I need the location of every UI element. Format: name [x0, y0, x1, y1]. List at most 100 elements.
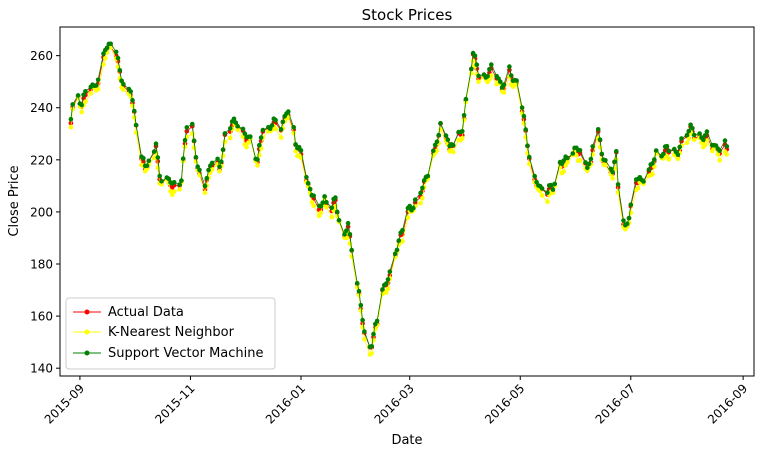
- data-point: [635, 185, 641, 191]
- data-point: [476, 79, 481, 84]
- data-point: [311, 203, 317, 208]
- data-point: [219, 159, 224, 164]
- data-point: [157, 173, 162, 179]
- data-point: [217, 168, 222, 174]
- data-point: [182, 144, 188, 150]
- data-point: [177, 187, 182, 192]
- data-point: [610, 169, 615, 175]
- data-point: [278, 135, 284, 140]
- data-point: [717, 158, 722, 163]
- data-point: [610, 175, 615, 181]
- data-point: [641, 179, 646, 184]
- legend-marker: [84, 350, 90, 356]
- data-point: [650, 161, 655, 166]
- data-point: [291, 125, 297, 130]
- data-point: [246, 140, 251, 145]
- data-point: [81, 92, 86, 98]
- legend-label: K-Nearest Neighbor: [108, 325, 235, 340]
- data-point: [383, 290, 389, 295]
- data-point: [75, 93, 81, 98]
- data-point: [222, 139, 228, 145]
- data-point: [235, 123, 240, 129]
- data-point: [380, 287, 385, 292]
- data-point: [519, 105, 525, 110]
- data-point: [190, 121, 195, 127]
- data-point: [450, 142, 456, 148]
- data-point: [177, 182, 182, 187]
- data-point: [487, 67, 492, 72]
- data-point: [324, 204, 329, 210]
- y-tick-label: 240: [30, 101, 53, 115]
- data-point: [701, 137, 706, 142]
- data-point: [460, 129, 465, 134]
- data-point: [621, 218, 626, 223]
- data-point: [144, 163, 150, 168]
- series-support-vector-machine: [68, 41, 730, 350]
- data-point: [101, 51, 106, 56]
- data-point: [697, 131, 702, 136]
- data-point: [394, 247, 400, 253]
- data-point: [202, 190, 208, 195]
- y-axis-label: Close Price: [7, 165, 22, 236]
- legend-box: [65, 297, 276, 370]
- data-point: [421, 178, 427, 183]
- data-point: [329, 205, 335, 211]
- data-point: [469, 70, 474, 76]
- data-point: [358, 302, 364, 308]
- data-point: [184, 129, 190, 134]
- data-point: [132, 115, 137, 120]
- data-point: [228, 135, 233, 141]
- data-point: [141, 155, 146, 161]
- data-point: [371, 338, 376, 343]
- data-point: [570, 151, 576, 156]
- data-point: [418, 190, 423, 196]
- data-point: [244, 144, 249, 150]
- data-point: [702, 142, 708, 147]
- plot-area: [68, 41, 730, 357]
- y-tick-label: 140: [30, 362, 53, 376]
- data-point: [565, 155, 570, 161]
- data-point: [209, 160, 215, 166]
- data-point: [652, 157, 657, 162]
- data-point: [68, 124, 74, 130]
- data-point: [374, 318, 380, 324]
- data-point: [686, 128, 692, 134]
- data-point: [146, 158, 152, 164]
- data-point: [523, 135, 528, 140]
- data-point: [113, 49, 119, 55]
- data-point: [291, 130, 297, 136]
- data-point: [68, 116, 74, 122]
- data-point: [307, 186, 313, 192]
- data-point: [603, 158, 608, 163]
- data-point: [650, 171, 655, 177]
- data-point: [360, 317, 365, 323]
- data-point: [304, 174, 309, 180]
- data-point: [273, 117, 278, 123]
- data-point: [691, 137, 697, 143]
- data-point: [597, 137, 603, 142]
- data-point: [675, 152, 681, 157]
- data-point: [715, 151, 721, 157]
- data-point: [309, 199, 315, 205]
- data-point: [242, 131, 248, 136]
- data-point: [133, 122, 139, 128]
- legend: Actual Data K-Nearest Neighbor Support V…: [65, 297, 276, 370]
- data-point: [231, 116, 237, 122]
- data-point: [104, 45, 110, 51]
- data-point: [318, 203, 324, 209]
- data-point: [333, 195, 338, 200]
- data-point: [101, 62, 106, 67]
- data-point: [132, 108, 137, 114]
- data-point: [396, 238, 402, 243]
- data-point: [463, 96, 469, 102]
- data-point: [574, 152, 579, 158]
- data-point: [684, 140, 690, 146]
- data-point: [717, 148, 722, 153]
- data-point: [688, 122, 693, 128]
- data-point: [320, 200, 326, 205]
- data-point: [305, 180, 311, 186]
- data-point: [119, 78, 124, 84]
- data-point: [83, 99, 88, 104]
- data-point: [434, 139, 440, 145]
- data-point: [565, 159, 570, 165]
